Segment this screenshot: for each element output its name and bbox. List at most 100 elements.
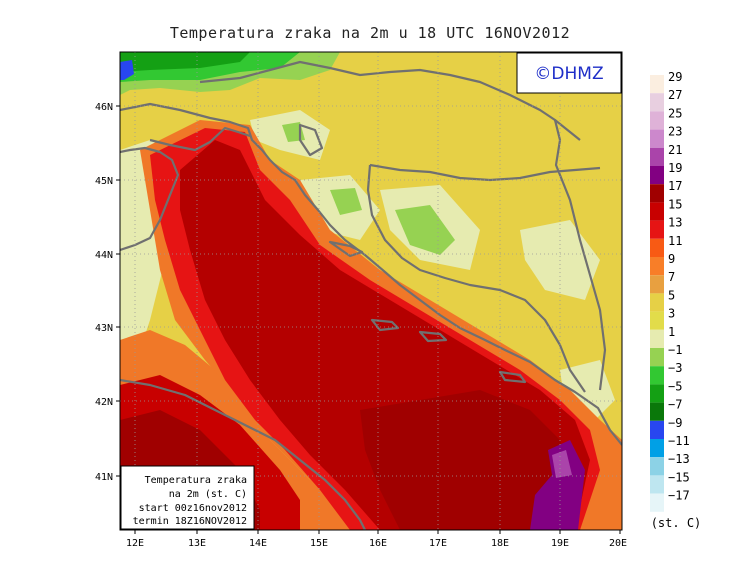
legend-label: −7 (668, 398, 682, 412)
legend-label: 25 (668, 106, 682, 120)
italy-coast-south (120, 378, 366, 530)
legend-label: −11 (668, 434, 690, 448)
legend-label: −13 (668, 452, 690, 466)
island-2 (328, 240, 364, 258)
legend-label: 27 (668, 88, 682, 102)
dhmz-logo: ©DHMZ (516, 52, 622, 94)
legend-swatch (650, 384, 664, 403)
info-box: Temperatura zraka na 2m (st. C) start 00… (120, 465, 255, 530)
legend-swatch (650, 275, 664, 294)
lat-label: 45N (95, 176, 113, 187)
legend-swatch (650, 257, 664, 276)
legend-swatch (650, 439, 664, 458)
island-1 (298, 123, 324, 157)
mountain-green-2 (330, 188, 362, 215)
legend-swatch (650, 475, 664, 494)
legend-swatch (650, 111, 664, 130)
legend-swatch (650, 184, 664, 203)
island-5 (498, 370, 527, 384)
map-title: Temperatura zraka na 2m u 18 UTC 16NOV20… (169, 24, 571, 42)
color-legend: 29 27 25 23 21 19 17 15 13 11 9 7 5 3 1 −1 −3 −5 −7 −9 −11 −1… (650, 70, 690, 512)
legend-swatch (650, 166, 664, 185)
legend-label: −3 (668, 361, 682, 375)
legend-label: −15 (668, 470, 690, 484)
island-3 (370, 318, 400, 332)
hottest-spot (530, 440, 585, 530)
istria-coast (149, 126, 251, 152)
border-sava (369, 163, 601, 182)
legend-label: −1 (668, 343, 682, 357)
border-north (199, 60, 581, 141)
map-frame (119, 51, 623, 531)
legend-swatch (650, 348, 664, 367)
legend-swatch (650, 402, 664, 421)
lon-label: 14E (249, 538, 267, 549)
info-line: na 2m (st. C) (169, 489, 247, 500)
lon-label: 16E (369, 538, 387, 549)
legend-label: 21 (668, 143, 682, 157)
lat-label: 42N (95, 397, 113, 408)
legend-label: 7 (668, 270, 675, 284)
legend-swatch (650, 129, 664, 148)
legend-label: −5 (668, 379, 682, 393)
legend-label: −9 (668, 416, 682, 430)
legend-swatch (650, 493, 664, 512)
legend-label: 29 (668, 70, 682, 84)
lon-label: 17E (429, 538, 447, 549)
legend-swatch (650, 366, 664, 385)
hottest-spot-core (552, 450, 572, 478)
lon-labels: 12E 13E 14E 15E 16E 17E 18E 19E 20E (126, 538, 627, 549)
info-line: Temperatura zraka (145, 475, 247, 486)
legend-unit: (st. C) (651, 516, 702, 530)
lon-label: 20E (609, 538, 627, 549)
legend-label: 1 (668, 325, 675, 339)
tick-marks (116, 105, 621, 534)
legend-label: 9 (668, 252, 675, 266)
legend-swatch (650, 220, 664, 239)
island-4 (418, 330, 448, 343)
italy-coast-north (120, 146, 180, 252)
lat-label: 46N (95, 102, 113, 113)
adriatic-east-coast (120, 102, 622, 446)
legend-label: 15 (668, 197, 682, 211)
info-line: termin 18Z16NOV2012 (133, 516, 247, 527)
lon-label: 18E (491, 538, 509, 549)
legend-swatch (650, 202, 664, 221)
legend-swatch (650, 75, 664, 94)
lon-label: 12E (126, 538, 144, 549)
lat-label: 43N (95, 323, 113, 334)
coldest-spot (120, 60, 134, 80)
adriatic-hot (360, 390, 575, 530)
legend-label: 13 (668, 216, 682, 230)
border-east (553, 119, 607, 391)
lon-label: 13E (188, 538, 206, 549)
logo-text: ©DHMZ (534, 64, 603, 84)
legend-label: 23 (668, 125, 682, 139)
legend-swatch (650, 420, 664, 439)
legend-label: −17 (668, 489, 690, 503)
legend-swatch (650, 457, 664, 476)
mountain-green-1 (395, 205, 455, 255)
legend-swatch (650, 329, 664, 348)
lat-labels: 46N 45N 44N 43N 42N 41N (95, 102, 113, 483)
info-line: start 00z16nov2012 (139, 503, 247, 514)
lat-label: 41N (95, 472, 113, 483)
cold-zone-north-dark (120, 52, 250, 72)
temperature-field (120, 52, 622, 530)
legend-swatch (650, 93, 664, 112)
legend-label: 19 (668, 161, 682, 175)
legend-swatch (650, 293, 664, 312)
border-bih-south (366, 164, 586, 393)
legend-swatch (650, 147, 664, 166)
legend-label: 5 (668, 288, 675, 302)
legend-label: 3 (668, 307, 675, 321)
lon-label: 19E (551, 538, 569, 549)
coastlines-and-borders (120, 60, 622, 530)
legend-swatch (650, 238, 664, 257)
legend-label: 11 (668, 234, 682, 248)
legend-swatch (650, 311, 664, 330)
lat-label: 44N (95, 250, 113, 261)
lon-label: 15E (310, 538, 328, 549)
legend-label: 17 (668, 179, 682, 193)
